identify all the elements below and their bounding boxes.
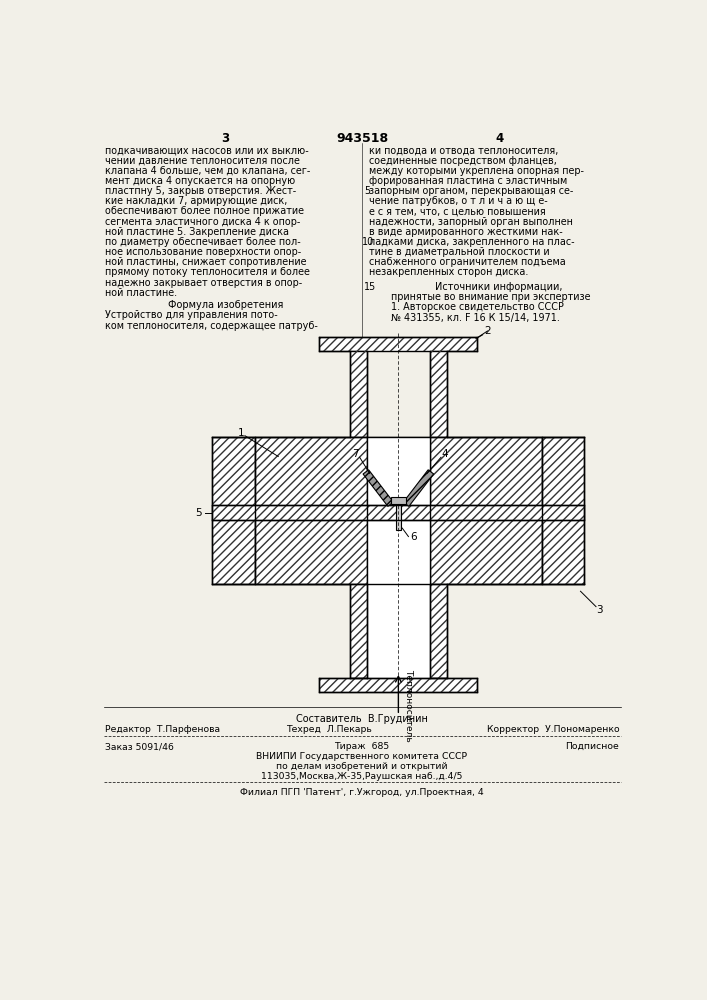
Text: Корректор  У.Пономаренко: Корректор У.Пономаренко [486, 725, 619, 734]
Text: 3: 3 [221, 132, 230, 145]
Text: чении давление теплоносителя после: чении давление теплоносителя после [105, 156, 300, 166]
Bar [255, 437, 367, 584]
Text: Теплоноситель: Теплоноситель [404, 669, 414, 742]
Text: чение патрубков, о т л и ч а ю щ е-: чение патрубков, о т л и ч а ю щ е- [369, 196, 548, 206]
Text: ной пластине 5. Закрепление диска: ной пластине 5. Закрепление диска [105, 227, 289, 237]
Text: прямому потоку теплоносителя и более: прямому потоку теплоносителя и более [105, 267, 310, 277]
Text: № 431355, кл. F 16 К 15/14, 1971.: № 431355, кл. F 16 К 15/14, 1971. [391, 313, 559, 323]
Text: ной пластине.: ной пластине. [105, 288, 177, 298]
Text: форированная пластина с эластичным: форированная пластина с эластичным [369, 176, 567, 186]
Bar [320, 678, 477, 692]
Text: снабженного ограничителем подъема: снабженного ограничителем подъема [369, 257, 566, 267]
Text: Составитель  В.Грудинин: Составитель В.Грудинин [296, 714, 428, 724]
Text: ки подвода и отвода теплоносителя,: ки подвода и отвода теплоносителя, [369, 145, 559, 155]
Text: 113035,Москва,Ж-35,Раушская наб.,д.4/5: 113035,Москва,Ж-35,Раушская наб.,д.4/5 [262, 772, 462, 781]
Text: 1: 1 [238, 428, 245, 438]
Bar [320, 337, 477, 351]
Bar [349, 584, 367, 678]
Text: сегмента эластичного диска 4 к опор-: сегмента эластичного диска 4 к опор- [105, 217, 300, 227]
Text: надежности, запорный орган выполнен: надежности, запорный орган выполнен [369, 217, 573, 227]
Text: 3: 3 [597, 605, 603, 615]
Text: клапана 4 больше, чем до клапана, сег-: клапана 4 больше, чем до клапана, сег- [105, 166, 311, 176]
Bar [349, 584, 367, 678]
Text: незакрепленных сторон диска.: незакрепленных сторон диска. [369, 267, 528, 277]
Text: 4: 4 [442, 449, 448, 459]
Bar [367, 520, 430, 584]
Bar [255, 437, 367, 584]
Text: запорным органом, перекрывающая се-: запорным органом, перекрывающая се- [369, 186, 573, 196]
Text: Филиал ПГП 'Патент', г.Ужгород, ул.Проектная, 4: Филиал ПГП 'Патент', г.Ужгород, ул.Проек… [240, 788, 484, 797]
Bar [367, 437, 430, 505]
Text: Формула изобретения: Формула изобретения [168, 300, 284, 310]
Bar [430, 584, 448, 678]
Text: мент диска 4 опускается на опорную: мент диска 4 опускается на опорную [105, 176, 296, 186]
Text: в виде армированного жесткими нак-: в виде армированного жесткими нак- [369, 227, 563, 237]
Bar [212, 437, 255, 584]
Bar [367, 437, 430, 584]
Text: Редактор  Т.Парфенова: Редактор Т.Парфенова [105, 725, 221, 734]
Text: подкачивающих насосов или их выклю-: подкачивающих насосов или их выклю- [105, 145, 309, 155]
Bar [430, 437, 542, 584]
Text: 15: 15 [364, 282, 377, 292]
Bar [320, 337, 477, 351]
Bar [430, 437, 542, 584]
Text: 6: 6 [411, 532, 417, 542]
Text: надежно закрывает отверстия в опор-: надежно закрывает отверстия в опор- [105, 278, 303, 288]
Text: Заказ 5091/46: Заказ 5091/46 [105, 742, 175, 751]
Text: 1. Авторское свидетельство СССР: 1. Авторское свидетельство СССР [391, 302, 563, 312]
Bar [212, 505, 585, 520]
Text: Техред  Л.Пекарь: Техред Л.Пекарь [286, 725, 371, 734]
Text: Устройство для управления пото-: Устройство для управления пото- [105, 310, 278, 320]
Text: по делам изобретений и открытий: по делам изобретений и открытий [276, 762, 448, 771]
Text: 5: 5 [364, 186, 370, 196]
Text: 5: 5 [195, 508, 201, 518]
Text: пластпну 5, закрыв отверстия. Жест-: пластпну 5, закрыв отверстия. Жест- [105, 186, 297, 196]
Bar [212, 505, 585, 520]
Text: 943518: 943518 [336, 132, 388, 145]
Polygon shape [404, 470, 433, 506]
Text: ное использование поверхности опор-: ное использование поверхности опор- [105, 247, 302, 257]
Text: ВНИИПИ Государственного комитета СССР: ВНИИПИ Государственного комитета СССР [257, 752, 467, 761]
Text: 7: 7 [352, 449, 359, 459]
Bar [430, 584, 448, 678]
Bar [396, 504, 402, 530]
Text: соединенные посредством фланцев,: соединенные посредством фланцев, [369, 156, 557, 166]
Text: ком теплоносителя, содержащее патруб-: ком теплоносителя, содержащее патруб- [105, 321, 318, 331]
Bar [212, 437, 255, 584]
Text: ладками диска, закрепленного на плас-: ладками диска, закрепленного на плас- [369, 237, 575, 247]
Text: Тираж  685: Тираж 685 [334, 742, 390, 751]
Text: 2: 2 [484, 326, 491, 336]
Bar [320, 678, 477, 692]
Text: Подписное: Подписное [566, 742, 619, 751]
Polygon shape [363, 470, 393, 506]
Text: тине в диаметральной плоскости и: тине в диаметральной плоскости и [369, 247, 549, 257]
Text: Источники информации,: Источники информации, [436, 282, 563, 292]
Text: между которыми укреплена опорная пер-: между которыми укреплена опорная пер- [369, 166, 584, 176]
Text: кие накладки 7, армирующие диск,: кие накладки 7, армирующие диск, [105, 196, 288, 206]
Bar [542, 437, 585, 584]
Bar [349, 351, 367, 437]
Bar [430, 351, 448, 437]
Text: по диаметру обеспечивает более пол-: по диаметру обеспечивает более пол- [105, 237, 301, 247]
Text: 10: 10 [362, 237, 374, 247]
Text: е с я тем, что, с целью повышения: е с я тем, что, с целью повышения [369, 206, 546, 216]
Bar [542, 437, 585, 584]
Bar [391, 497, 406, 504]
Bar [430, 351, 448, 437]
Bar [367, 584, 430, 678]
Text: принятые во внимание при экспертизе: принятые во внимание при экспертизе [391, 292, 590, 302]
Text: обеспечивают более полное прижатие: обеспечивают более полное прижатие [105, 206, 305, 216]
Bar [349, 351, 367, 437]
Text: 4: 4 [495, 132, 503, 145]
Text: ной пластины, снижает сопротивление: ной пластины, снижает сопротивление [105, 257, 307, 267]
